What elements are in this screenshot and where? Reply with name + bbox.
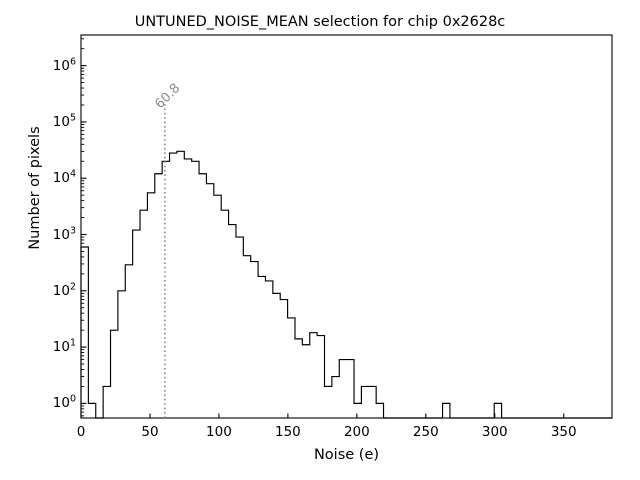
y-tick-exponent: 6 [69,56,76,68]
y-tick-exponent: 4 [69,168,76,180]
histogram-step-outline [80,150,613,419]
y-tick-exponent: 5 [69,112,76,124]
y-tick-mantissa: 10 [52,282,70,299]
y-tick-label: 101 [34,337,76,356]
x-tick-label: 150 [274,424,301,440]
y-tick-label: 106 [34,56,76,74]
x-tick-label: 250 [412,424,439,440]
x-tick-label: 100 [206,424,232,440]
x-tick-label: 350 [550,424,577,440]
x-tick-label: 50 [141,424,159,440]
y-tick-mantissa: 10 [52,170,70,187]
y-tick-label: 103 [34,225,76,243]
y-tick-exponent: 2 [69,281,76,293]
x-tick-label: 200 [343,424,370,440]
y-tick-mantissa: 10 [52,57,70,74]
chart-title: UNTUNED_NOISE_MEAN selection for chip 0x… [134,14,506,30]
y-tick-exponent: 0 [69,393,76,405]
y-axis-label: Number of pixels [27,126,43,250]
tick-marks [80,38,565,418]
y-tick-mantissa: 10 [52,339,70,356]
x-axis-label: Noise (e) [313,447,380,463]
y-tick-exponent: 3 [69,225,76,236]
y-tick-mantissa: 10 [52,113,70,130]
x-tick-label: 0 [76,424,86,440]
y-tick-label: 102 [34,281,76,299]
y-tick-mantissa: 10 [52,226,70,243]
y-tick-label: 105 [34,112,76,130]
y-tick-mantissa: 10 [52,395,70,412]
y-tick-label: 104 [34,168,76,187]
x-tick-label: 300 [481,424,508,440]
y-tick-exponent: 1 [69,337,76,349]
axes-frame [80,34,613,419]
y-tick-label: 100 [34,393,76,412]
